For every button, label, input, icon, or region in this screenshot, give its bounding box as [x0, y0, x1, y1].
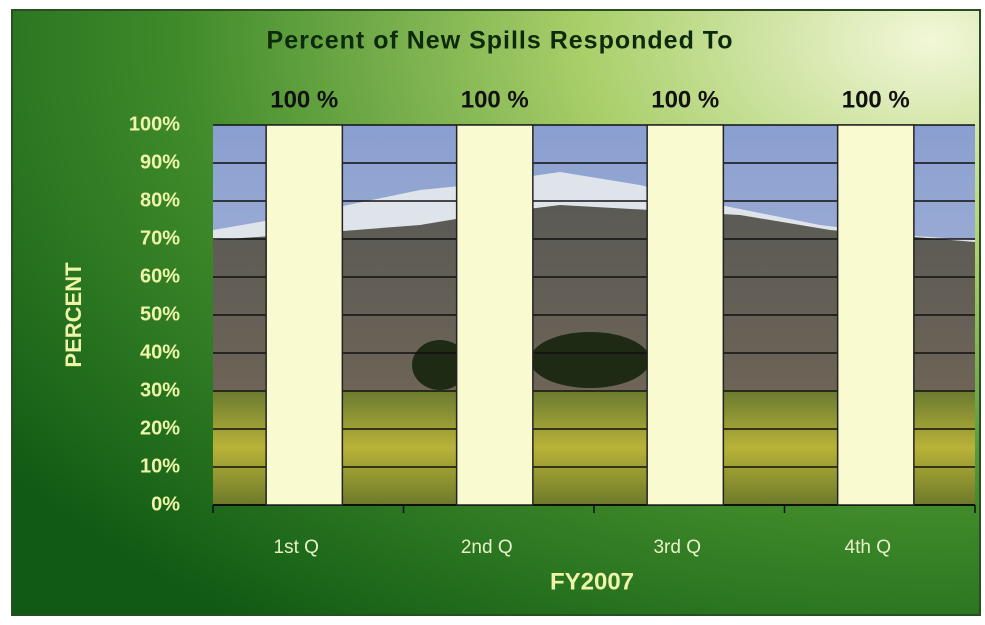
y-tick-label: 30%	[140, 379, 180, 401]
x-tick-label: 4th Q	[845, 537, 891, 558]
value-label: 100 %	[842, 86, 910, 113]
x-tick-label: 2nd Q	[461, 537, 513, 558]
chart-title: Percent of New Spills Responded To	[267, 27, 734, 55]
y-tick-label: 10%	[140, 455, 180, 477]
y-tick-label: 50%	[140, 303, 180, 325]
y-tick-label: 20%	[140, 417, 180, 439]
x-tick-label: 3rd Q	[653, 537, 701, 558]
y-tick-label: 90%	[140, 151, 180, 173]
bar	[836, 124, 915, 506]
y-tick-label: 80%	[140, 189, 180, 211]
x-tick-label: 1st Q	[274, 537, 319, 558]
y-tick-label: 60%	[140, 265, 180, 287]
value-label: 100 %	[270, 86, 338, 113]
value-label: 100 %	[651, 86, 719, 113]
x-axis-label: FY2007	[550, 568, 634, 595]
y-tick-label: 0%	[151, 493, 180, 515]
bar	[455, 124, 534, 506]
y-tick-label: 40%	[140, 341, 180, 363]
y-tick-label: 70%	[140, 227, 180, 249]
bar	[646, 124, 725, 506]
y-tick-label: 100%	[129, 113, 180, 135]
bar	[265, 124, 344, 506]
y-axis-label: PERCENT	[61, 262, 86, 368]
value-label: 100 %	[461, 86, 529, 113]
